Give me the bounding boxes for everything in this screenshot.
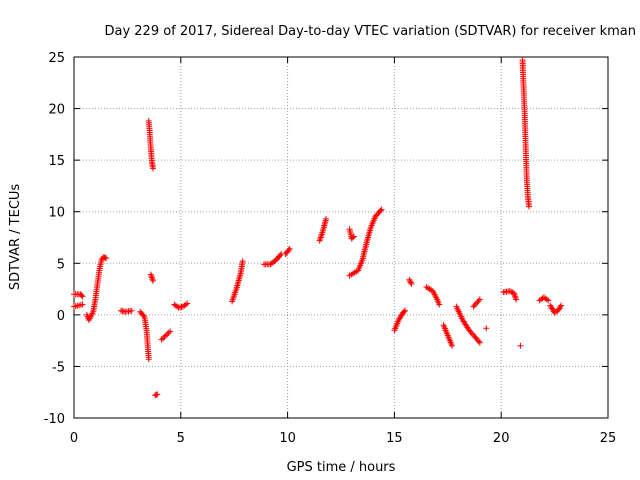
data-point (182, 301, 189, 308)
data-point (79, 301, 86, 308)
data-point (162, 332, 169, 339)
data-point (148, 274, 155, 281)
data-point (475, 297, 482, 304)
x-tick-label: 5 (177, 431, 185, 446)
x-tick-labels: 0 5 10 15 20 25 (70, 431, 616, 446)
data-point (474, 299, 481, 306)
data-point (466, 327, 473, 334)
x-tick-label: 0 (70, 431, 78, 446)
data-point (407, 278, 414, 285)
data-point (401, 308, 408, 315)
data-point (449, 342, 456, 349)
y-axis-label: SDTVAR / TECUs (8, 184, 23, 291)
y-tick-labels: -10 -5 0 5 10 15 20 25 (44, 51, 65, 427)
data-point (406, 276, 413, 283)
y-tick-label: 10 (48, 206, 65, 221)
y-tick-label: 25 (48, 51, 65, 66)
axis-ticks (73, 56, 609, 419)
data-point (150, 165, 157, 172)
data-point (557, 303, 564, 310)
data-point (158, 336, 165, 343)
data-point (468, 330, 475, 337)
data-point (483, 325, 490, 332)
data-point (286, 245, 293, 252)
data-point (543, 296, 550, 303)
data-point (285, 247, 292, 254)
data-point (165, 329, 172, 336)
data-point (323, 215, 330, 222)
data-point (470, 331, 477, 338)
y-tick-label: -5 (52, 360, 65, 375)
data-point (402, 307, 409, 314)
data-point (476, 339, 483, 346)
data-point (467, 328, 474, 335)
data-point (79, 293, 86, 300)
data-point (349, 234, 356, 241)
data-point (154, 391, 161, 398)
data-point (525, 203, 532, 210)
data-point (472, 300, 479, 307)
data-point (476, 296, 483, 303)
x-tick-label: 15 (386, 431, 403, 446)
y-tick-label: -10 (44, 412, 65, 427)
y-tick-label: 5 (57, 257, 65, 272)
chart-title: Day 229 of 2017, Sidereal Day-to-day VTE… (104, 24, 636, 39)
data-point (407, 279, 414, 286)
data-point (150, 277, 157, 284)
series-sdtvar (71, 57, 565, 399)
data-point (513, 296, 520, 303)
data-point (377, 207, 384, 214)
plot-frame (73, 56, 609, 419)
data-point (239, 258, 246, 265)
x-tick-label: 20 (493, 431, 510, 446)
data-point (471, 302, 478, 309)
data-point (506, 288, 513, 295)
x-tick-label: 10 (279, 431, 296, 446)
data-point (161, 333, 168, 340)
data-point (556, 305, 563, 312)
x-axis-label: GPS time / hours (287, 460, 396, 475)
data-point (101, 254, 108, 261)
data-point (475, 338, 482, 345)
data-point (160, 335, 166, 342)
data-point (517, 342, 524, 349)
data-point (545, 297, 552, 304)
data-point (145, 356, 152, 363)
data-point (103, 255, 110, 262)
data-point (408, 280, 415, 287)
data-point (558, 302, 565, 309)
data-point (153, 391, 160, 398)
y-tick-label: 0 (57, 309, 65, 324)
data-point (378, 206, 385, 213)
data-point (508, 288, 515, 295)
y-tick-label: 20 (48, 103, 65, 118)
data-point (167, 328, 174, 335)
grid (74, 57, 608, 418)
data-point (436, 301, 443, 308)
data-point (277, 252, 284, 259)
data-point (470, 303, 477, 310)
data-point (164, 331, 171, 338)
data-point (350, 233, 357, 240)
data-point (555, 306, 562, 313)
data-point (78, 292, 85, 299)
data-point (140, 312, 147, 319)
data-point (128, 307, 135, 314)
y-tick-label: 15 (48, 154, 65, 169)
data-point (184, 300, 191, 307)
x-tick-label: 25 (600, 431, 617, 446)
